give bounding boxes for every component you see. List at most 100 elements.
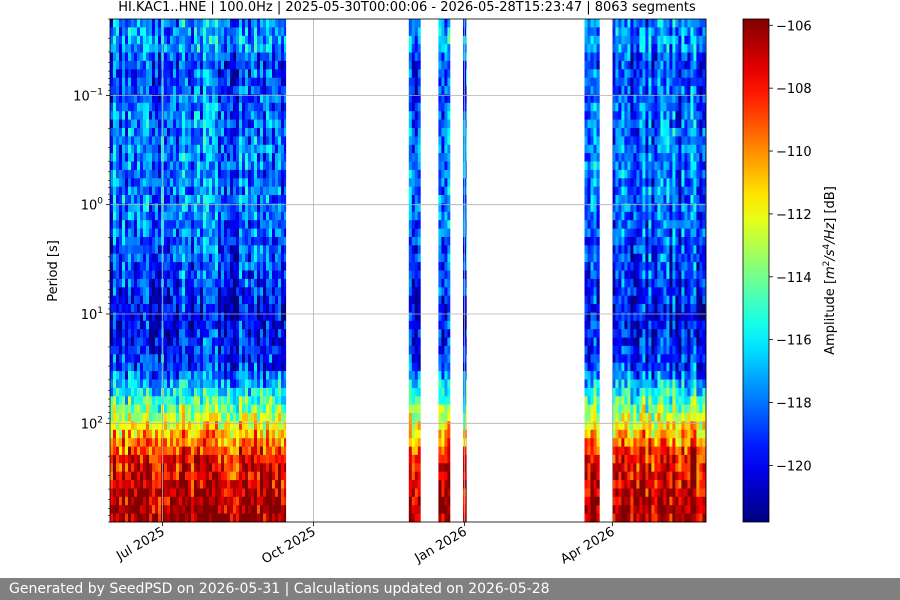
heatmap-cell [227, 178, 231, 188]
heatmap-cell [269, 413, 273, 422]
heatmap-cell [466, 77, 467, 87]
heatmap-cell [260, 396, 264, 406]
heatmap-cell [251, 421, 255, 431]
heatmap-cell [587, 77, 591, 87]
heatmap-cell [233, 169, 237, 179]
heatmap-cell [119, 35, 123, 45]
heatmap-cell [233, 161, 237, 171]
heatmap-cell [134, 27, 138, 37]
heatmap-cell [248, 203, 252, 213]
heatmap-cell [447, 86, 451, 95]
heatmap-cell [278, 270, 282, 280]
heatmap-cell [209, 463, 213, 473]
heatmap-cell [206, 312, 210, 322]
heatmap-cell [140, 270, 144, 280]
heatmap-cell [215, 35, 219, 45]
heatmap-cell [140, 379, 144, 389]
heatmap-cell [590, 371, 594, 380]
heatmap-cell [633, 119, 637, 129]
heatmap-cell [125, 178, 129, 188]
heatmap-cell [215, 253, 219, 263]
heatmap-cell [414, 337, 419, 347]
heatmap-cell [615, 454, 619, 464]
heatmap-cell [438, 195, 442, 204]
heatmap-cell [444, 161, 448, 171]
heatmap-cell [209, 169, 213, 179]
heatmap-cell [593, 211, 597, 221]
heatmap-cell [146, 304, 150, 313]
heatmap-cell [236, 52, 240, 62]
heatmap-cell [110, 245, 114, 255]
heatmap-cell [260, 161, 264, 171]
heatmap-cell [158, 102, 162, 112]
heatmap-cell [110, 287, 114, 297]
heatmap-cell [239, 454, 243, 464]
heatmap-cell [438, 278, 442, 288]
heatmap-cell [630, 136, 634, 146]
heatmap-cell [206, 471, 210, 481]
heatmap-cell [447, 454, 451, 464]
heatmap-cell [636, 505, 640, 514]
heatmap-cell [125, 186, 129, 196]
heatmap-cell [137, 513, 141, 523]
heatmap-cell [593, 471, 597, 481]
heatmap-cell [227, 52, 231, 62]
heatmap-cell [113, 161, 117, 171]
heatmap-cell [278, 119, 282, 129]
heatmap-cell [116, 404, 120, 414]
heatmap-cell [596, 295, 600, 305]
heatmap-cell [209, 27, 213, 37]
heatmap-cell [438, 396, 442, 406]
heatmap-cell [612, 60, 616, 70]
heatmap-cell [441, 111, 445, 120]
heatmap-cell [206, 102, 210, 112]
heatmap-cell [152, 446, 156, 456]
heatmap-cell [245, 44, 249, 53]
heatmap-cell [146, 371, 150, 380]
heatmap-cell [441, 312, 445, 322]
heatmap-cell [278, 379, 282, 389]
heatmap-cell [134, 52, 138, 62]
heatmap-cell [275, 186, 279, 196]
heatmap-cell [188, 128, 192, 137]
heatmap-cell [131, 220, 135, 229]
heatmap-cell [128, 438, 132, 447]
heatmap-cell [170, 161, 174, 171]
heatmap-cell [272, 119, 276, 129]
heatmap-cell [173, 396, 177, 406]
heatmap-cell [444, 387, 448, 397]
heatmap-cell [254, 429, 258, 439]
heatmap-cell [441, 345, 445, 355]
heatmap-cell [215, 220, 219, 229]
heatmap-cell [245, 237, 249, 246]
heatmap-cell [627, 169, 631, 179]
heatmap-cell [587, 69, 591, 79]
heatmap-cell [179, 178, 183, 188]
heatmap-cell [242, 253, 246, 263]
heatmap-cell [206, 421, 210, 431]
heatmap-cell [140, 438, 144, 447]
heatmap-cell [143, 371, 147, 380]
heatmap-cell [636, 454, 640, 464]
heatmap-cell [224, 496, 228, 506]
heatmap-cell [203, 488, 207, 498]
heatmap-cell [441, 295, 445, 305]
heatmap-cell [155, 278, 159, 288]
heatmap-cell [411, 237, 416, 246]
heatmap-cell [197, 60, 201, 70]
heatmap-cell [275, 77, 279, 87]
heatmap-cell [182, 404, 186, 414]
heatmap-cell [230, 86, 234, 95]
heatmap-cell [128, 27, 132, 37]
heatmap-cell [590, 362, 594, 372]
heatmap-cell [197, 295, 201, 305]
heatmap-cell [146, 480, 150, 489]
heatmap-cell [596, 396, 600, 406]
heatmap-cell [408, 446, 413, 456]
heatmap-cell [275, 387, 279, 397]
heatmap-cell [194, 136, 198, 146]
heatmap-cell [158, 429, 162, 439]
heatmap-cell [194, 35, 198, 45]
heatmap-cell [197, 169, 201, 179]
heatmap-cell [185, 379, 189, 389]
